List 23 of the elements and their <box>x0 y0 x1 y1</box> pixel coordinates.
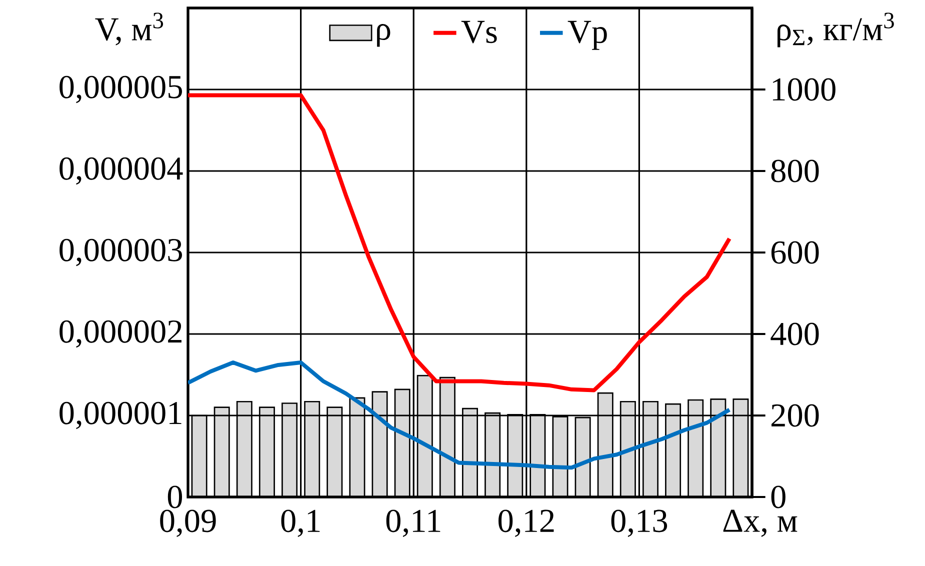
y-tick-label: 0,000005 <box>60 76 182 104</box>
y2-tick-label: 0 <box>771 486 786 508</box>
y-tick-label: 0,000002 <box>60 320 182 348</box>
y2-tick-label: 600 <box>771 241 819 264</box>
x-tick-label: 0,12 <box>498 510 554 537</box>
y-tick-label: 0,000003 <box>60 238 182 266</box>
x-tick-label: 0,11 <box>386 510 440 537</box>
y2-tick-label: 1000 <box>772 78 836 101</box>
y2-axis-title: ρ$_{Σ}$, кг/м$^{3}$ <box>778 12 894 48</box>
y2-tick-label: 200 <box>772 404 819 427</box>
x-axis-title: Δx, м <box>723 510 798 537</box>
y-tick-label: 0,000004 <box>60 157 183 185</box>
x-tick-label: 0,13 <box>611 510 668 537</box>
legend-label: Vp <box>568 20 607 50</box>
y2-tick-label: 400 <box>770 322 819 346</box>
legend-label: ρ <box>377 24 390 47</box>
y-axis-title: V, м$^{3}$ <box>95 12 164 46</box>
legend-label: Vs <box>461 20 497 44</box>
y-tick-label: 0,000001 <box>60 402 182 430</box>
y2-tick-label: 800 <box>771 160 819 182</box>
y-tick-label: 0 <box>168 486 182 508</box>
x-tick-label: 0,09 <box>160 510 216 537</box>
x-tick-label: 0,1 <box>281 510 320 537</box>
